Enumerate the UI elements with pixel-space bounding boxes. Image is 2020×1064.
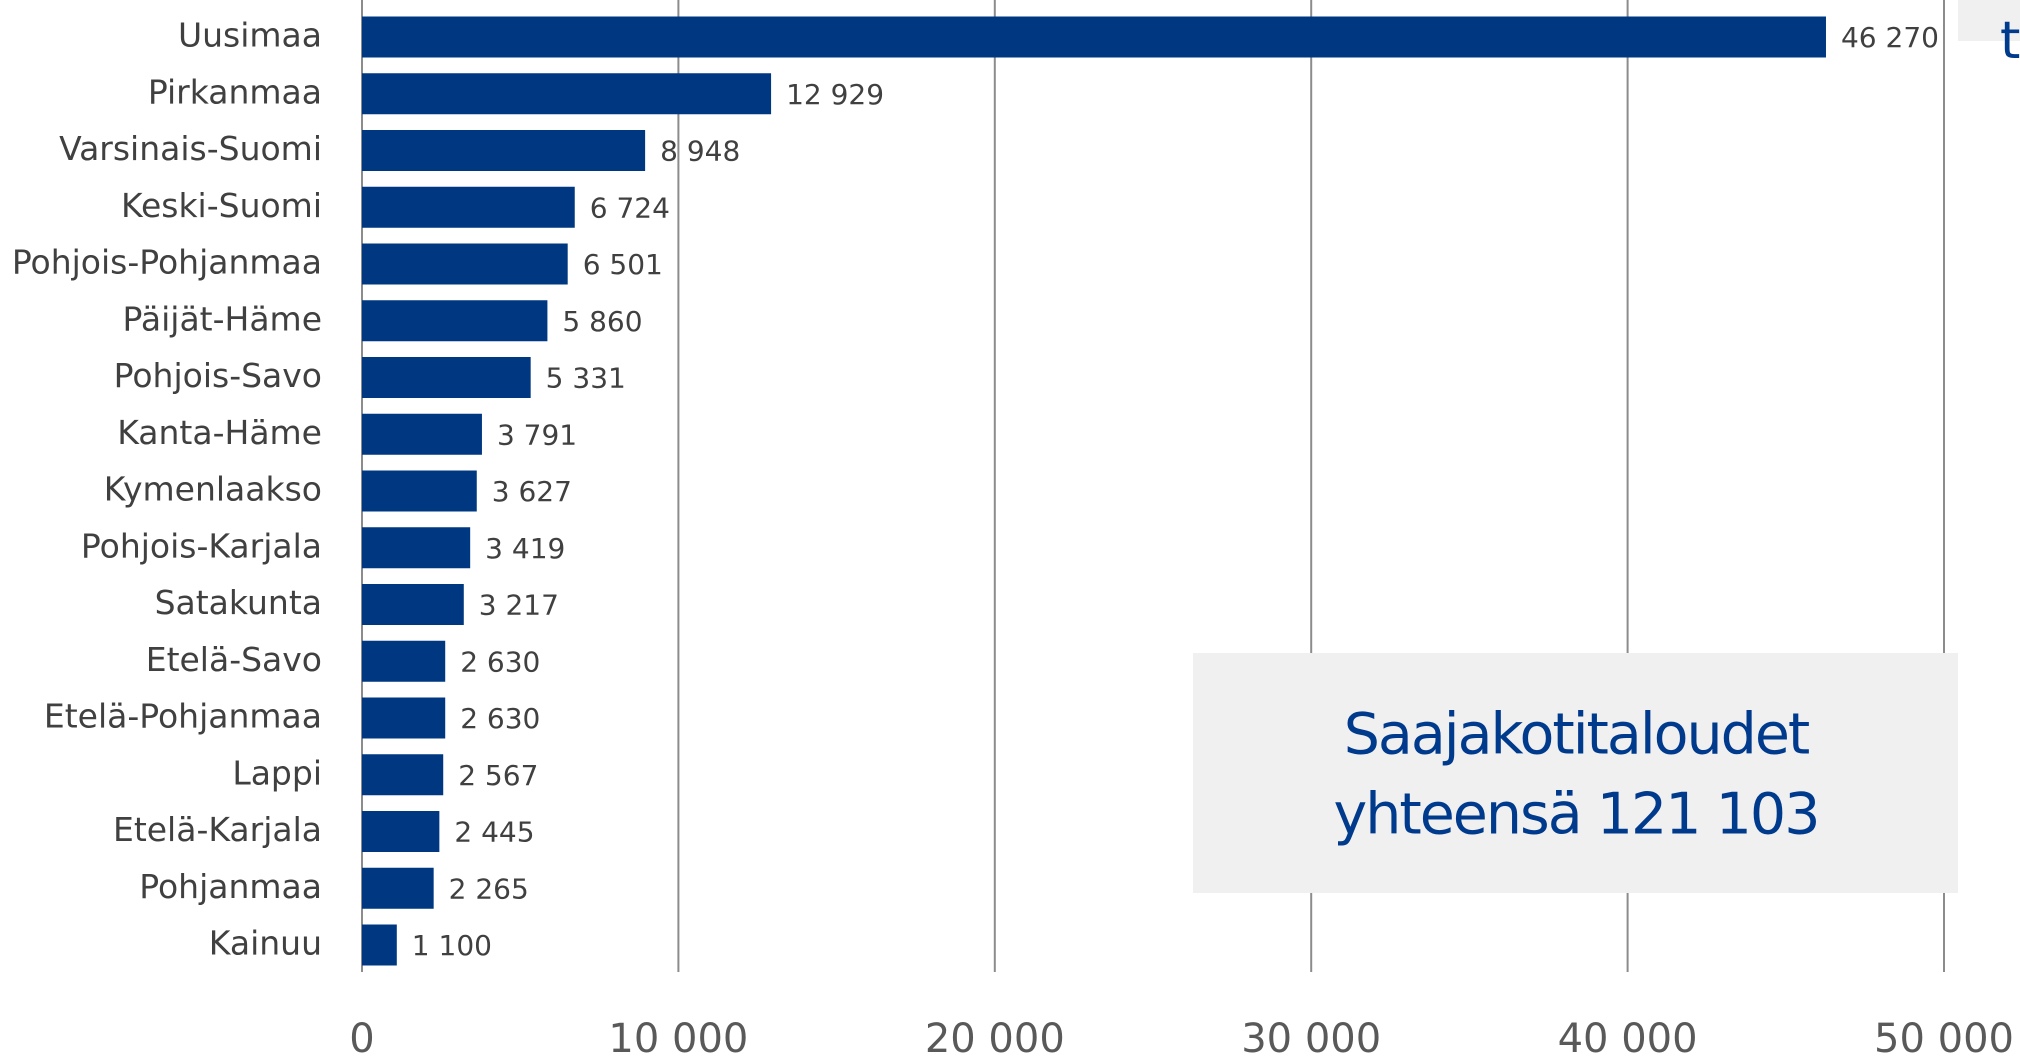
y-tick-label: Pirkanmaa (148, 72, 322, 111)
value-label: 3 217 (479, 589, 559, 622)
value-label: 3 627 (492, 475, 572, 508)
bar (362, 754, 444, 796)
value-label: 46 270 (1841, 21, 1939, 54)
corner-box (1958, 0, 2020, 41)
y-tick-label: Kainuu (209, 924, 322, 963)
y-tick-label: Pohjois-Savo (114, 356, 322, 395)
y-tick-label: Etelä-Savo (146, 640, 322, 679)
bar (362, 413, 482, 455)
y-tick-label: Lappi (232, 753, 322, 792)
y-tick-label: Etelä-Karjala (113, 810, 322, 849)
value-label: 12 929 (786, 78, 884, 111)
x-tick-label: 40 000 (1558, 1016, 1698, 1062)
value-label: 5 860 (562, 305, 642, 338)
value-label: 2 265 (449, 872, 529, 905)
bar (362, 527, 471, 569)
bar (362, 243, 568, 285)
bar (362, 470, 477, 512)
y-tick-label: Kymenlaakso (104, 470, 322, 509)
value-label: 3 791 (497, 418, 577, 451)
bar (362, 357, 531, 398)
value-label: 2 567 (458, 759, 538, 792)
y-tick-label: Pohjois-Karjala (81, 526, 322, 565)
annotation-box (1193, 653, 1958, 893)
value-label: 1 100 (412, 929, 492, 962)
value-label: 2 630 (460, 702, 540, 735)
bar (362, 73, 772, 115)
value-label: 2 630 (460, 645, 540, 678)
bar (362, 697, 446, 739)
bar (362, 584, 464, 625)
bar (362, 300, 548, 342)
value-label: 5 331 (546, 362, 626, 395)
y-tick-label: Uusimaa (178, 16, 322, 55)
bar (362, 186, 575, 228)
y-tick-label: Pohjois-Pohjanmaa (12, 243, 322, 282)
x-tick-label: 20 000 (925, 1016, 1065, 1062)
x-tick-label: 10 000 (608, 1016, 748, 1062)
annotation: yhteensä 121 103 (1334, 782, 1819, 848)
bar (362, 640, 446, 682)
value-label: 6 501 (583, 248, 663, 281)
y-tick-label: Pohjanmaa (139, 867, 322, 906)
y-tick-label: Kanta-Häme (117, 413, 322, 452)
x-tick-label: 50 000 (1874, 1016, 2014, 1062)
x-tick-label: 30 000 (1241, 1016, 1381, 1062)
value-label: 2 445 (454, 816, 534, 849)
y-tick-label: Etelä-Pohjanmaa (44, 697, 322, 736)
bar (362, 16, 1826, 58)
y-tick-label: Satakunta (155, 583, 322, 622)
annotation: Saajakotitaloudet (1344, 702, 1809, 768)
bar (362, 924, 397, 966)
value-label: 8 948 (660, 135, 740, 168)
value-label: 6 724 (590, 191, 670, 224)
bar (362, 130, 646, 171)
y-tick-label: Keski-Suomi (121, 186, 322, 225)
y-tick-label: Päijät-Häme (122, 299, 322, 338)
bar (362, 811, 440, 852)
bar (362, 867, 434, 909)
y-tick-label: Varsinais-Suomi (59, 129, 322, 168)
value-label: 3 419 (485, 532, 565, 565)
x-tick-label: 0 (349, 1016, 374, 1062)
corner-fragment: t (2000, 11, 2020, 71)
